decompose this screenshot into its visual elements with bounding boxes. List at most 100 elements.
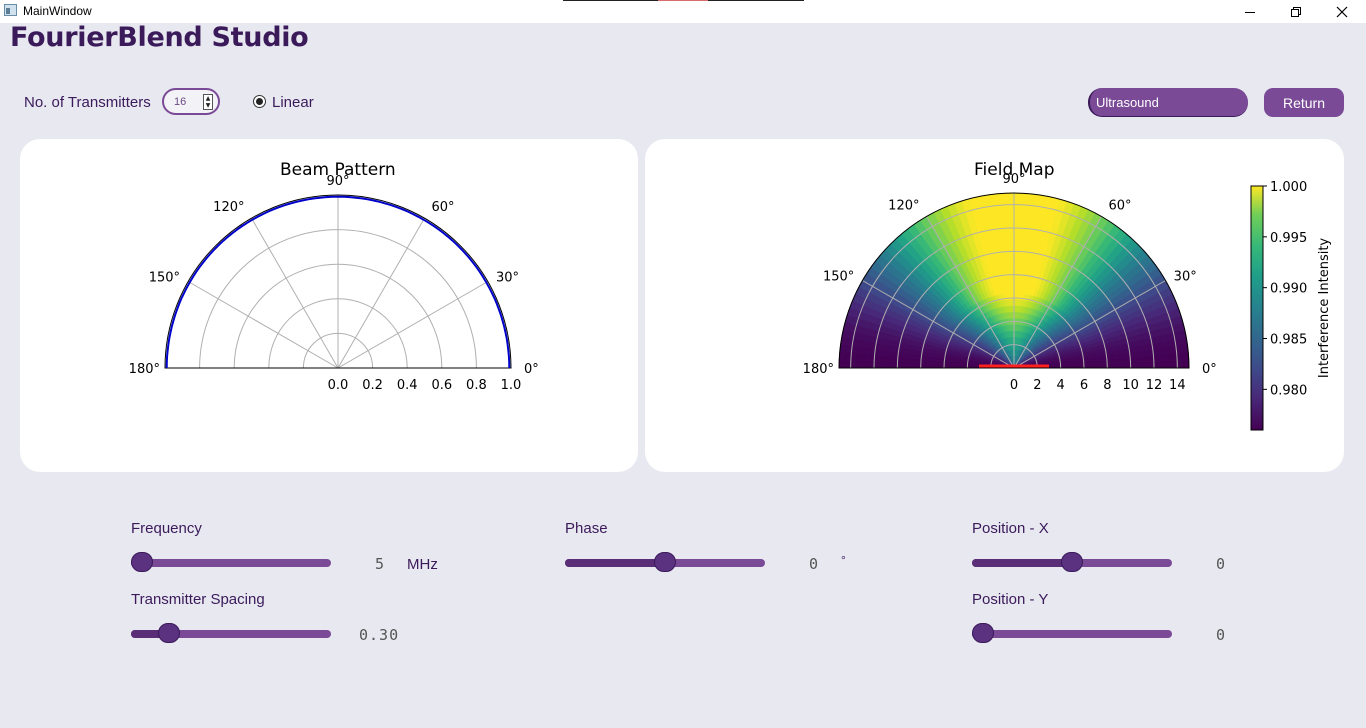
theta-tick-label: 0° — [1202, 362, 1217, 377]
slider-handle[interactable] — [654, 552, 676, 572]
heatmap-cell — [1021, 192, 1030, 201]
heatmap-cell — [1013, 255, 1020, 263]
slider-handle[interactable] — [972, 623, 994, 643]
heatmap-cell — [1003, 249, 1010, 257]
linear-radio[interactable] — [253, 95, 266, 108]
heatmap-cell — [1024, 243, 1031, 251]
heatmap-cell — [926, 360, 934, 365]
heatmap-cell — [1013, 286, 1018, 294]
heatmap-cell — [1006, 205, 1015, 213]
slider-fill — [131, 630, 169, 638]
minimize-button[interactable] — [1227, 0, 1273, 23]
heatmap-cell — [1009, 267, 1015, 275]
heatmap-cell — [1094, 363, 1102, 369]
heatmap-cell — [1024, 236, 1032, 245]
spin-arrows-icon[interactable]: ▲ ▼ — [203, 94, 213, 110]
slider-groove — [972, 630, 1172, 638]
colorbar-tick-label: 0.980 — [1270, 383, 1307, 398]
phase-slider[interactable] — [565, 548, 765, 578]
slider-handle[interactable] — [158, 623, 180, 643]
heatmap-cell — [913, 358, 921, 365]
position-x-slider[interactable] — [972, 548, 1172, 578]
heatmap-cell — [1008, 255, 1015, 263]
heatmap-cell — [1017, 267, 1024, 275]
slider-handle[interactable] — [1061, 552, 1083, 572]
slider-fill — [972, 559, 1072, 567]
theta-grid-line — [926, 216, 1015, 369]
field-map-title: Field Map — [974, 160, 1055, 180]
theta-tick-label: 180° — [129, 362, 160, 377]
heatmap-cell — [1162, 347, 1170, 356]
r-tick-label: 12 — [1146, 378, 1163, 393]
theta-tick-label: 120° — [213, 200, 244, 215]
phase-value: 0 — [809, 555, 820, 573]
heatmap-cell — [1023, 249, 1030, 257]
slider-handle[interactable] — [131, 552, 153, 572]
heatmap-cell — [888, 356, 897, 364]
heatmap-cell — [1013, 192, 1022, 200]
heatmap-cell — [1009, 280, 1015, 288]
heatmap-cell — [907, 363, 915, 369]
r-tick-label: 0.8 — [466, 378, 487, 393]
heatmap-cell — [999, 205, 1008, 213]
r-tick-label: 14 — [1169, 378, 1186, 393]
field-map-chart: 0° 30° 60° 90° 120° 150° 180° 0 2 4 6 8 10 12 14 1.000 0… — [803, 172, 1332, 431]
return-button[interactable]: Return — [1264, 88, 1344, 117]
heatmap-cell — [851, 346, 860, 355]
beam-pattern-chart: 0° 30° 60° 90° 120° 150° 180° 0.0 0.2 0.4 0.6 0.8 1.… — [129, 174, 539, 393]
spacing-slider[interactable] — [131, 619, 331, 649]
heatmap-cell — [901, 362, 909, 369]
heatmap-cell — [1013, 230, 1021, 238]
heatmap-cell — [1131, 356, 1140, 364]
heatmap-cell — [1138, 361, 1146, 369]
heatmap-cell — [1107, 363, 1115, 369]
heatmap-cell — [932, 364, 940, 369]
beam-series-line — [165, 195, 511, 369]
heatmap-cell — [992, 205, 1001, 214]
heatmap-cell — [876, 349, 885, 357]
heatmap-cell — [1007, 217, 1015, 225]
colorbar — [1250, 185, 1264, 431]
theta-tick-label: 90° — [326, 174, 349, 189]
heatmap-cell — [882, 361, 890, 369]
heatmap-cell — [1013, 242, 1020, 250]
position-x-label: Position - X — [972, 520, 1049, 537]
heatmap-cell — [863, 361, 871, 369]
heatmap-cell — [901, 357, 909, 364]
close-icon — [1336, 6, 1348, 17]
heatmap-cell — [1019, 230, 1027, 238]
heatmap-cell — [882, 350, 891, 358]
polar-frame — [164, 194, 512, 369]
heatmap-cell — [1026, 212, 1035, 220]
mode-dropdown[interactable]: Ultrasound — [1088, 88, 1248, 117]
close-button[interactable] — [1319, 0, 1365, 23]
heatmap-cell — [1003, 255, 1010, 263]
heatmap-cell — [1119, 362, 1127, 369]
heatmap-cell — [1009, 261, 1015, 269]
heatmap-cell — [1168, 346, 1177, 355]
transmitters-value: 16 — [174, 96, 187, 108]
restore-icon — [1291, 6, 1301, 17]
heatmap-cell — [1144, 355, 1152, 363]
window-titlebar: MainWindow — [0, 0, 1366, 23]
heatmap-cell — [889, 351, 897, 358]
heatmap-cell — [863, 354, 872, 363]
theta-tick-label: 150° — [149, 271, 180, 286]
colorbar-tick-label: 0.990 — [1270, 282, 1307, 297]
heatmap-cell — [1163, 360, 1171, 369]
heatmap-cell — [1018, 255, 1025, 263]
heatmap-cell — [1013, 223, 1021, 231]
theta-grid-line — [1013, 216, 1102, 369]
transmitters-spinbox[interactable]: 16 ▲ ▼ — [162, 88, 220, 115]
theta-grid-line — [337, 281, 489, 369]
frequency-slider[interactable] — [131, 548, 331, 578]
heatmap-cell — [1007, 230, 1015, 238]
heatmap-cell — [1022, 255, 1030, 263]
heatmap-cell — [1026, 218, 1034, 226]
heatmap-cell — [1006, 192, 1015, 200]
restore-button[interactable] — [1273, 0, 1319, 23]
heatmap-cell — [1006, 211, 1015, 219]
heatmap-cell — [1156, 354, 1165, 363]
position-y-slider[interactable] — [972, 619, 1172, 649]
heatmap-cell — [1008, 248, 1015, 256]
